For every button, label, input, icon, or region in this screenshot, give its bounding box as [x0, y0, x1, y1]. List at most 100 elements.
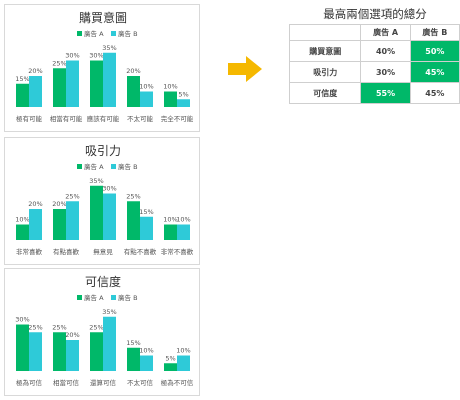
data-label: 5%: [178, 90, 188, 98]
bar-ad-a: [127, 201, 140, 240]
chart-legend: 廣告 A 廣告 B: [77, 29, 138, 38]
legend-swatch-b: [111, 295, 116, 300]
category-label: 不太可信: [127, 378, 154, 387]
data-label: 30%: [89, 52, 103, 60]
data-label: 35%: [102, 44, 116, 52]
bar-ad-b: [140, 355, 153, 371]
bar-ad-b: [177, 224, 190, 240]
summary-row-label: 吸引力: [288, 61, 362, 83]
category-label: 完全不可能: [161, 114, 194, 123]
bar-ad-b: [29, 209, 42, 240]
bar-ad-b: [140, 216, 153, 240]
data-label: 20%: [65, 331, 79, 339]
data-label: 5%: [165, 354, 175, 362]
data-label: 20%: [52, 200, 66, 208]
category-label: 非常不喜歡: [161, 247, 194, 256]
legend-label-a: 廣告 A: [84, 162, 104, 171]
summary-row: 可信度 55% 45%: [288, 82, 460, 104]
data-label: 10%: [163, 216, 177, 224]
category-label: 非常喜歡: [16, 247, 43, 256]
bar-ad-a: [90, 60, 103, 107]
bar-ad-a: [16, 324, 29, 371]
bar-ad-a: [53, 209, 66, 240]
data-label: 35%: [89, 177, 103, 185]
summary-header-ad-b: 廣告 B: [409, 24, 460, 41]
legend-label-b: 廣告 B: [118, 29, 138, 38]
data-label: 10%: [163, 83, 177, 91]
summary-row-label: 可信度: [288, 82, 362, 104]
chart-title: 吸引力: [85, 144, 121, 158]
legend-swatch-a: [77, 164, 82, 169]
chart-title: 可信度: [85, 274, 121, 289]
category-label: 無意見: [93, 247, 113, 256]
data-label: 15%: [139, 208, 153, 216]
bar-ad-b: [66, 60, 79, 107]
data-label: 25%: [89, 323, 103, 331]
data-label: 25%: [65, 192, 79, 200]
summary-header-empty: [288, 24, 362, 41]
summary-cell-b: 50%: [409, 40, 460, 62]
data-label: 10%: [139, 347, 153, 355]
legend-label-b: 廣告 B: [118, 162, 138, 171]
bar-ad-b: [66, 201, 79, 240]
data-label: 30%: [65, 52, 79, 60]
data-label: 20%: [126, 67, 140, 75]
chart-legend: 廣告 A 廣告 B: [77, 162, 138, 171]
data-label: 25%: [52, 59, 66, 67]
data-label: 25%: [52, 323, 66, 331]
category-label: 應該有可能: [87, 114, 120, 123]
legend-label-a: 廣告 A: [84, 293, 104, 302]
bar-ad-b: [140, 91, 153, 107]
data-label: 25%: [28, 323, 42, 331]
data-label: 20%: [28, 67, 42, 75]
data-label: 10%: [139, 83, 153, 91]
summary-cell-a: 55%: [360, 82, 411, 104]
bar-ad-a: [164, 91, 177, 107]
bar-ad-b: [177, 355, 190, 371]
data-label: 10%: [15, 216, 29, 224]
summary-table: 廣告 A 廣告 B 購買意圖 40% 50% 吸引力 30% 45% 可信度 5…: [288, 24, 460, 104]
bar-ad-a: [16, 83, 29, 107]
data-label: 10%: [176, 347, 190, 355]
chart-title: 購買意圖: [79, 10, 127, 25]
category-label: 還算可信: [90, 378, 117, 387]
bar-ad-a: [127, 347, 140, 371]
data-label: 20%: [28, 200, 42, 208]
legend-swatch-a: [77, 31, 82, 36]
right-arrow-icon: [228, 56, 262, 82]
summary-header-ad-a: 廣告 A: [360, 24, 411, 41]
bar-ad-a: [16, 224, 29, 240]
category-label: 極有可能: [16, 114, 43, 123]
bar-ad-a: [164, 363, 177, 371]
category-label: 有點喜歡: [53, 247, 80, 256]
bar-ad-b: [29, 76, 42, 107]
chart-legend: 廣告 A 廣告 B: [77, 293, 138, 302]
data-label: 15%: [126, 339, 140, 347]
summary-cell-a: 30%: [360, 61, 411, 83]
summary-cell-b: 45%: [409, 61, 460, 83]
data-label: 10%: [176, 216, 190, 224]
bar-ad-b: [103, 316, 116, 371]
bar-ad-b: [103, 52, 116, 107]
bar-ad-a: [164, 224, 177, 240]
data-label: 30%: [15, 316, 29, 324]
data-label: 25%: [126, 192, 140, 200]
legend-label-b: 廣告 B: [118, 293, 138, 302]
summary-cell-b: 45%: [409, 82, 460, 104]
summary-row: 購買意圖 40% 50%: [288, 40, 460, 62]
summary-cell-a: 40%: [360, 40, 411, 62]
bar-ad-a: [90, 185, 103, 240]
chart-panel-purchase-intent: 購買意圖 廣告 A 廣告 B 15% 20% 極有可能 25% 30% 相當有可能 30% 35% 應…: [4, 4, 200, 132]
summary-row-label: 購買意圖: [288, 40, 362, 62]
legend-swatch-b: [111, 164, 116, 169]
bar-ad-a: [53, 68, 66, 107]
bar-ad-b: [66, 340, 79, 371]
summary-header-row: 廣告 A 廣告 B: [288, 24, 460, 41]
legend-label-a: 廣告 A: [84, 29, 104, 38]
category-label: 相當有可能: [50, 114, 83, 123]
bar-ad-a: [90, 332, 103, 371]
legend-swatch-a: [77, 295, 82, 300]
bar-ad-a: [127, 76, 140, 107]
